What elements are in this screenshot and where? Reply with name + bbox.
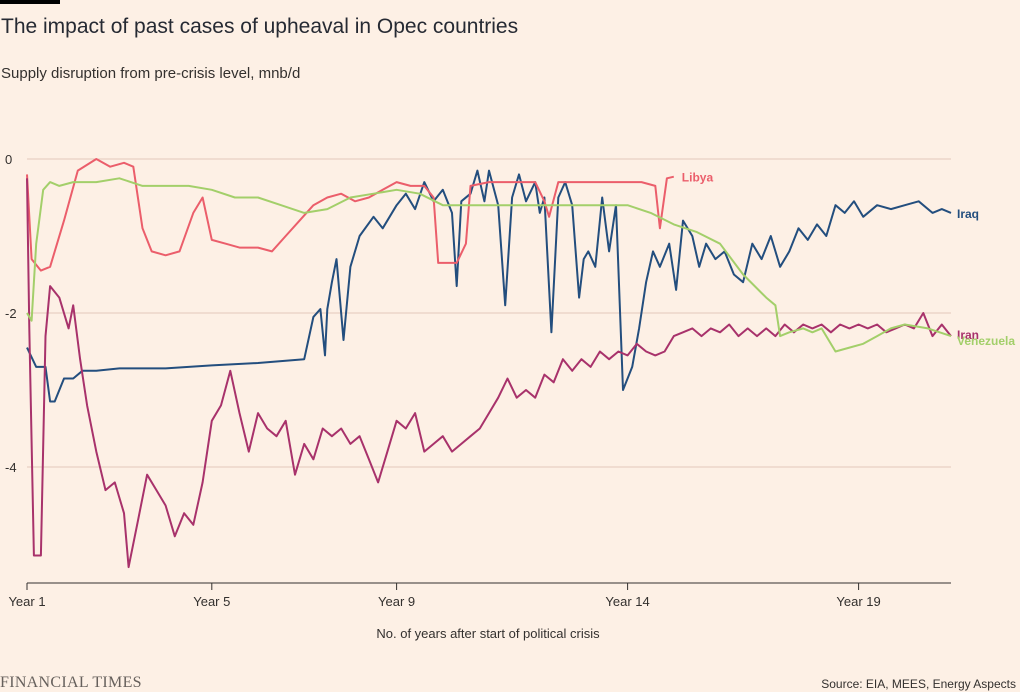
series-lines [26,158,952,569]
x-axis-title: No. of years after start of political cr… [376,626,600,641]
y-tick-label: -2 [5,306,17,321]
chart-subtitle: Supply disruption from pre-crisis level,… [1,65,301,82]
gridlines [27,158,951,468]
x-axis-ticks: Year 1 Year 5 Year 9 Year 14 Year 19 [8,583,881,609]
series-line-venezuela [26,177,952,353]
series-line-libya [26,158,675,272]
series-label-iraq: Iraq [957,207,979,221]
series-line-iraq [26,169,952,403]
series-line-iran [26,178,952,569]
series-label-libya: Libya [682,171,714,185]
x-tick-label: Year 9 [378,594,415,609]
source-note: Source: EIA, MEES, Energy Aspects [821,677,1016,691]
x-tick-label: Year 5 [193,594,230,609]
series-label-iran: Iran [957,328,979,342]
series-label-venezuela: Venezuela [957,334,1015,348]
ft-brand-bar [0,0,60,4]
x-tick-label: Year 14 [605,594,649,609]
y-tick-label: -4 [5,460,17,475]
x-tick-label: Year 1 [8,594,45,609]
y-axis-ticks: 0 -2 -4 [5,152,17,475]
ft-logo: FINANCIAL TIMES [0,674,142,691]
chart-title: The impact of past cases of upheaval in … [1,15,519,38]
y-tick-label: 0 [5,152,12,167]
x-tick-label: Year 19 [836,594,880,609]
